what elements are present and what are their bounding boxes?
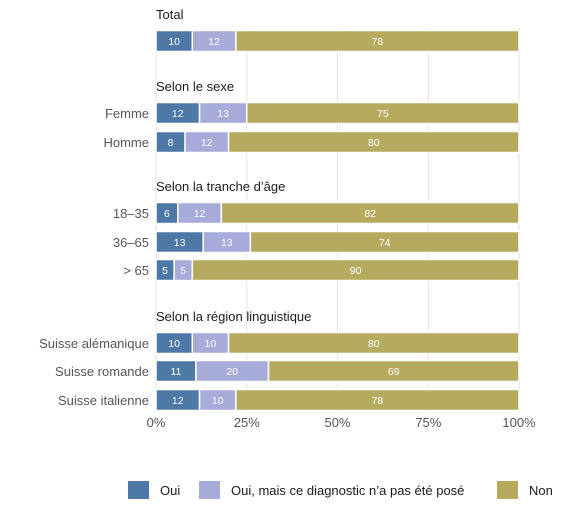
- x-tick-label: 75%: [415, 415, 441, 430]
- data-label: 10: [168, 36, 180, 48]
- data-label: 78: [372, 395, 384, 407]
- legend-swatch: [199, 481, 220, 499]
- group-title: Total: [156, 7, 184, 22]
- data-label: 13: [221, 237, 233, 249]
- x-tick-label: 0%: [147, 415, 166, 430]
- data-label: 80: [368, 338, 380, 350]
- legend-label: Oui: [160, 483, 180, 498]
- x-tick-label: 25%: [234, 415, 260, 430]
- x-axis-ticks: 0% 25% 50% 75% 100%: [147, 415, 536, 430]
- data-label: 10: [212, 395, 224, 407]
- bar-segment: [246, 101, 520, 125]
- group-title: Selon la région linguistique: [156, 309, 311, 324]
- x-tick-label: 100%: [502, 415, 536, 430]
- data-label: 78: [372, 36, 384, 48]
- data-label: 12: [201, 137, 213, 149]
- category-labels: Total Selon le sexe Femme Homme Selon la tra…: [39, 7, 311, 408]
- legend-label: Non: [529, 483, 553, 498]
- data-label: 12: [172, 108, 184, 120]
- category-label: Femme: [105, 106, 149, 121]
- data-label: 12: [208, 36, 220, 48]
- legend: Oui Oui, mais ce diagnostic n’a pas été p…: [128, 481, 553, 499]
- data-label: 74: [379, 237, 391, 249]
- category-label: > 65: [123, 263, 149, 278]
- data-label: 75: [377, 108, 389, 120]
- data-label: 10: [205, 338, 217, 350]
- bar-segment: [235, 388, 520, 412]
- bar-segment: [227, 331, 520, 355]
- data-label: 12: [172, 395, 184, 407]
- bar-segment: [235, 29, 520, 53]
- bar-segment: [220, 201, 520, 225]
- data-label: 69: [388, 366, 400, 378]
- bars: 10 12 78 12 13 75 8 12 80 6 12 82 13 13 74 5 5 90 10 10 80 11…: [155, 29, 520, 412]
- group-title: Selon la tranche d’âge: [156, 179, 285, 194]
- data-label: 90: [350, 265, 362, 277]
- data-label: 12: [194, 208, 206, 220]
- data-label: 13: [174, 237, 186, 249]
- data-label: 20: [226, 366, 238, 378]
- category-label: Suisse alémanique: [39, 336, 149, 351]
- data-label: 11: [171, 366, 182, 378]
- bar-segment: [227, 130, 520, 154]
- data-label: 5: [162, 265, 168, 277]
- category-label: Suisse italienne: [58, 393, 149, 408]
- legend-swatch: [128, 481, 149, 499]
- x-tick-label: 50%: [324, 415, 350, 430]
- data-label: 13: [217, 108, 229, 120]
- category-label: Homme: [103, 135, 149, 150]
- group-title: Selon le sexe: [156, 79, 234, 94]
- category-label: 18–35: [113, 206, 149, 221]
- data-label: 5: [180, 265, 186, 277]
- category-label: Suisse romande: [55, 364, 149, 379]
- bar-segment: [249, 230, 520, 254]
- data-label: 10: [168, 338, 180, 350]
- bar-segment: [191, 258, 520, 282]
- category-label: 36–65: [113, 235, 149, 250]
- data-label: 6: [164, 208, 170, 220]
- bar-segment: [267, 359, 520, 383]
- legend-label: Oui, mais ce diagnostic n’a pas été posé: [231, 483, 464, 498]
- data-label: 82: [364, 208, 376, 220]
- legend-swatch: [497, 481, 518, 499]
- data-label: 80: [368, 137, 380, 149]
- data-label: 8: [168, 137, 174, 149]
